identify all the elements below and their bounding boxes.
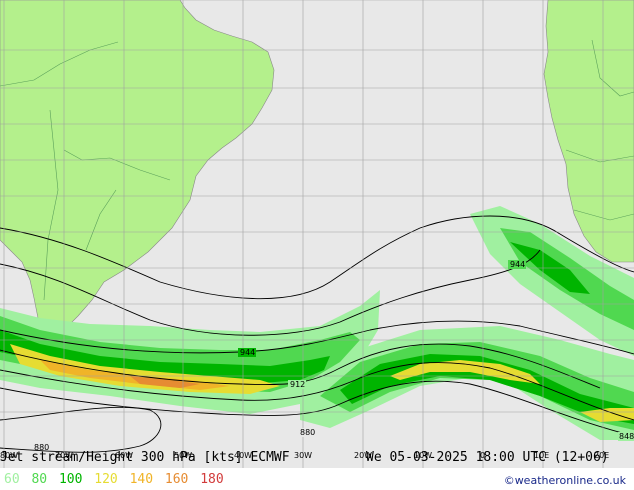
legend-entry: 100 (58, 472, 83, 487)
contour-944 (0, 320, 634, 355)
south-america (0, 0, 275, 335)
contour-label: 944 (240, 348, 255, 357)
lon-label: 20E (594, 451, 609, 460)
lon-label: 10E (534, 451, 549, 460)
lon-label: 40W (234, 451, 252, 460)
lon-label: 80W (0, 451, 18, 460)
legend-entry: 80 (31, 472, 48, 487)
map-canvas: 944 944 912 880 848 880 80W 70W 60W 50W … (0, 0, 634, 468)
lon-label: 20W (354, 451, 372, 460)
contour-label: 880 (34, 443, 49, 452)
contour-lower (0, 406, 162, 453)
lon-label: 0 (480, 451, 485, 460)
lon-label: 50W (174, 451, 192, 460)
contour-label: 848 (619, 432, 634, 441)
contour-labels: 944 944 912 880 848 880 (34, 260, 634, 452)
valid-time: We 05-03-2025 18:00 UTC (12+06) (366, 450, 609, 465)
legend-entry: 60 (4, 472, 20, 487)
jet-120kts (10, 344, 634, 422)
lon-label: 70W (55, 451, 73, 460)
longitude-labels: 80W 70W 60W 50W 40W 30W 20W 10W 0 10E 20… (0, 451, 609, 460)
weather-map: 944 944 912 880 848 880 80W 70W 60W 50W … (0, 0, 634, 468)
jet-160kts (130, 376, 200, 388)
credit-link[interactable]: ©weatheronline.co.uk (503, 474, 626, 487)
lon-label: 30W (294, 451, 312, 460)
contour-upper-2 (0, 249, 541, 336)
lon-label: 10W (414, 451, 432, 460)
wind-speed-legend: 60 80 100 120 140 160 180 (4, 472, 228, 487)
lon-label: 60W (115, 451, 133, 460)
legend-entry: 160 (164, 472, 189, 487)
legend-entry: 120 (94, 472, 118, 487)
africa (543, 0, 634, 263)
map-title: Jet stream/Height 300 hPa [kts] ECMWF (0, 450, 290, 465)
contour-label: 944 (510, 260, 525, 269)
country-borders (0, 39, 634, 301)
legend-entry: 180 (200, 472, 224, 487)
contour-mid-3 (0, 362, 634, 421)
legend-entry: 140 (129, 472, 154, 487)
map-footer: Jet stream/Height 300 hPa [kts] ECMWF We… (0, 448, 634, 490)
contour-label: 880 (300, 428, 315, 437)
contour-label: 912 (290, 380, 305, 389)
graticule (0, 0, 634, 468)
contour-912 (0, 343, 601, 389)
